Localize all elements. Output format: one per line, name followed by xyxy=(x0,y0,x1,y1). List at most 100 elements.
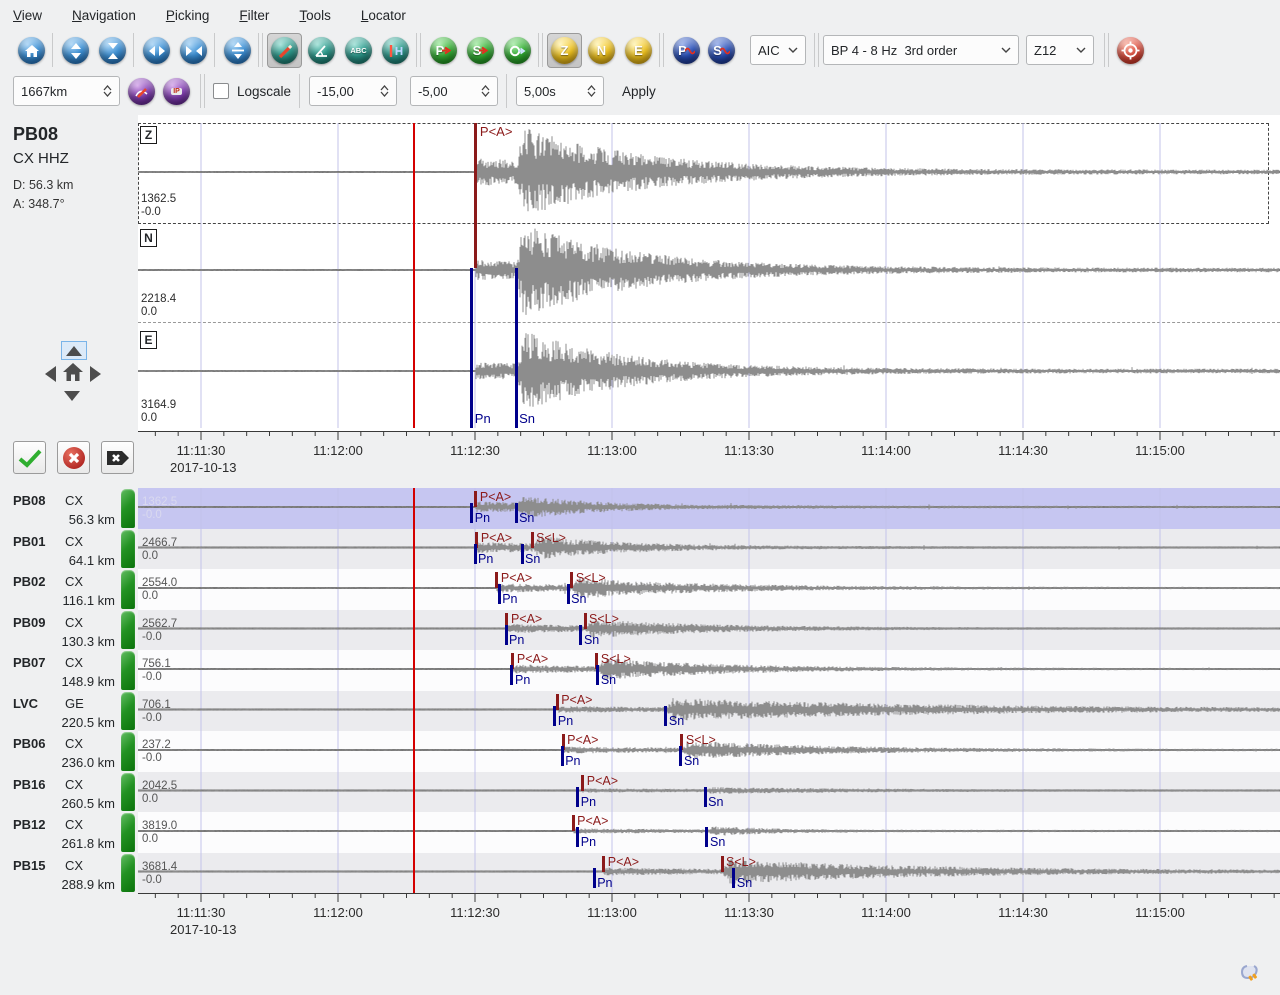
delete-picks-button[interactable] xyxy=(101,441,134,474)
pick-line[interactable] xyxy=(521,544,524,564)
discard-picks-button[interactable] xyxy=(57,441,90,474)
time-window-left-spinbox[interactable]: -15,00 xyxy=(309,76,397,106)
station-code[interactable]: PB16 xyxy=(13,777,46,792)
station-code[interactable]: PB08 xyxy=(13,493,46,508)
compress-time-button[interactable] xyxy=(180,37,207,64)
pick-line[interactable] xyxy=(567,584,570,604)
pick-line[interactable] xyxy=(498,584,501,604)
station-row-pb09[interactable] xyxy=(138,610,1280,651)
pick-line[interactable] xyxy=(572,815,575,831)
time-step-spinbox[interactable]: 5,00s xyxy=(516,76,604,106)
pick-line[interactable] xyxy=(584,613,587,629)
create-pick-button[interactable] xyxy=(128,78,155,105)
pick-line[interactable] xyxy=(602,856,605,872)
auto-pick-s-button[interactable]: S xyxy=(708,37,735,64)
station-code[interactable]: LVC xyxy=(13,696,38,711)
pick-line[interactable] xyxy=(474,123,477,268)
scroll-right-button[interactable] xyxy=(90,366,101,382)
pick-line[interactable] xyxy=(570,572,573,588)
goto-next-p-button[interactable]: P xyxy=(430,37,457,64)
fit-amplitude-button[interactable] xyxy=(224,37,251,64)
station-code[interactable]: PB06 xyxy=(13,736,46,751)
station-code[interactable]: PB07 xyxy=(13,655,46,670)
pick-mode-combobox[interactable]: AIC xyxy=(750,35,806,65)
pick-line[interactable] xyxy=(704,787,707,807)
station-code[interactable]: PB09 xyxy=(13,615,46,630)
pick-line[interactable] xyxy=(531,532,534,548)
relocate-button[interactable] xyxy=(1117,37,1144,64)
home-view-button[interactable] xyxy=(18,37,45,64)
scroll-down-button[interactable] xyxy=(64,391,80,401)
scroll-left-button[interactable] xyxy=(45,366,56,382)
menu-item-picking[interactable]: Picking xyxy=(166,8,210,23)
menu-item-tools[interactable]: Tools xyxy=(299,8,331,23)
menu-item-locator[interactable]: Locator xyxy=(361,8,406,23)
picker-tool-button[interactable] xyxy=(271,37,298,64)
pick-line[interactable] xyxy=(721,856,724,872)
pick-line[interactable] xyxy=(581,775,584,791)
station-code[interactable]: PB12 xyxy=(13,817,46,832)
expand-amplitude-button[interactable] xyxy=(62,37,89,64)
station-code[interactable]: PB01 xyxy=(13,534,46,549)
pick-line[interactable] xyxy=(553,706,556,726)
pick-line[interactable] xyxy=(470,503,473,523)
auto-pick-p-button[interactable]: P xyxy=(673,37,700,64)
logscale-checkbox[interactable] xyxy=(213,83,229,99)
station-row-pb07[interactable] xyxy=(138,650,1280,691)
pick-label: Sn xyxy=(737,876,752,890)
station-code[interactable]: PB15 xyxy=(13,858,46,873)
polarity-tool-button[interactable] xyxy=(308,37,335,64)
spinner-arrows-icon[interactable] xyxy=(481,85,490,97)
pick-line[interactable] xyxy=(474,544,477,564)
station-row-pb01[interactable] xyxy=(138,529,1280,570)
pick-line[interactable] xyxy=(556,694,559,710)
pick-line[interactable] xyxy=(561,746,564,766)
station-row-pb15[interactable] xyxy=(138,853,1280,894)
time-window-right-spinbox[interactable]: -5,00 xyxy=(410,76,498,106)
spinner-arrows-icon[interactable] xyxy=(587,85,596,97)
trace-view-top[interactable] xyxy=(138,115,1280,432)
pick-line[interactable] xyxy=(515,503,518,523)
pick-line[interactable] xyxy=(576,787,579,807)
amplitude-range-combobox[interactable]: 1667km xyxy=(13,76,120,106)
component-z-button[interactable]: Z xyxy=(551,37,578,64)
component-e-button[interactable]: E xyxy=(625,37,652,64)
set-pick-ip-button[interactable]: IP xyxy=(163,78,190,105)
menu-item-filter[interactable]: Filter xyxy=(239,8,269,23)
pick-line[interactable] xyxy=(593,868,596,888)
station-code[interactable]: PB02 xyxy=(13,574,46,589)
pick-line[interactable] xyxy=(470,268,473,428)
pick-line[interactable] xyxy=(579,625,582,645)
pick-line[interactable] xyxy=(596,665,599,685)
menu-item-view[interactable]: View xyxy=(13,8,42,23)
station-row-pb02[interactable] xyxy=(138,569,1280,610)
pick-line[interactable] xyxy=(732,868,735,888)
rename-phase-button[interactable]: ABC xyxy=(345,37,372,64)
station-row-lvc[interactable] xyxy=(138,691,1280,732)
scroll-up-button[interactable] xyxy=(61,341,87,360)
pick-line[interactable] xyxy=(664,706,667,726)
pick-line[interactable] xyxy=(510,665,513,685)
pick-line[interactable] xyxy=(474,491,477,507)
pick-line[interactable] xyxy=(705,827,708,847)
pick-line[interactable] xyxy=(576,827,579,847)
pick-line[interactable] xyxy=(515,268,518,428)
uncertainty-tool-button[interactable] xyxy=(382,37,409,64)
filter-combobox[interactable]: BP 4 - 8 Hz 3rd order xyxy=(823,35,1019,65)
apply-button[interactable]: Apply xyxy=(622,84,656,99)
menu-item-navigation[interactable]: Navigation xyxy=(72,8,136,23)
compress-amplitude-button[interactable] xyxy=(99,37,126,64)
component-n-button[interactable]: N xyxy=(588,37,615,64)
pick-line[interactable] xyxy=(505,625,508,645)
pick-line[interactable] xyxy=(679,746,682,766)
reset-view-button[interactable] xyxy=(62,362,84,387)
station-network: CX xyxy=(65,655,83,670)
confirm-picks-button[interactable] xyxy=(13,441,46,474)
station-row-pb08[interactable] xyxy=(138,488,1280,529)
spinner-arrows-icon[interactable] xyxy=(103,85,112,97)
spinner-arrows-icon[interactable] xyxy=(380,85,389,97)
rotation-combobox[interactable]: Z12 xyxy=(1026,35,1094,65)
goto-next-trace-button[interactable] xyxy=(504,37,531,64)
expand-time-button[interactable] xyxy=(143,37,170,64)
goto-next-s-button[interactable]: S xyxy=(467,37,494,64)
